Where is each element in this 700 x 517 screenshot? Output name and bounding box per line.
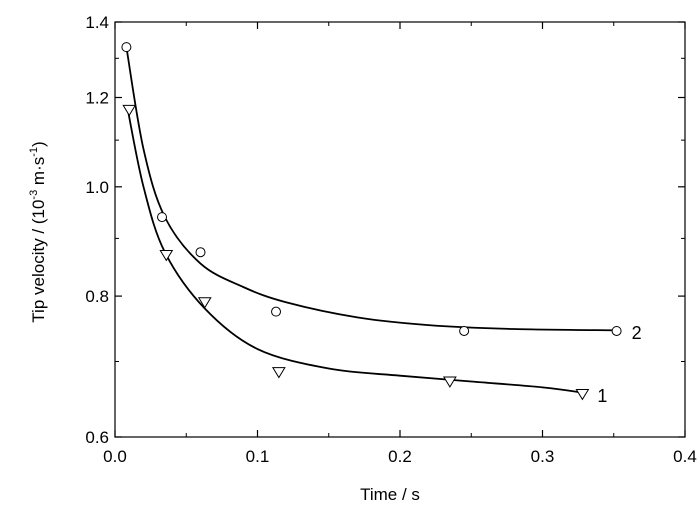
x-tick-label: 0.4	[673, 447, 697, 466]
y-tick-label: 1.2	[85, 89, 109, 108]
series-label-2: 2	[632, 323, 642, 343]
point-series-1	[197, 297, 212, 309]
x-tick-label: 0.0	[103, 447, 127, 466]
fit-curve-series-1	[126, 109, 583, 394]
point-series-1	[575, 389, 590, 401]
x-tick-label: 0.3	[531, 447, 555, 466]
x-axis-title: Time / s	[360, 485, 420, 504]
y-tick-label: 0.8	[85, 287, 109, 306]
x-tick-label: 0.1	[246, 447, 270, 466]
fit-curve-series-2	[125, 46, 617, 332]
point-series-1	[122, 104, 137, 117]
point-series-2	[195, 247, 206, 258]
fit-curves	[125, 46, 617, 394]
y-axis-title: Tip velocity / (10-3 m·s-1)	[28, 141, 48, 322]
point-series-2	[611, 325, 622, 336]
point-series-1	[271, 367, 286, 379]
plot-frame	[114, 21, 686, 438]
tick-labels: 0.0 0.1 0.2 0.3 0.4 0.6 0.8 1.0 1.2 1.4	[85, 13, 696, 466]
point-series-2	[157, 212, 168, 223]
y-tick-label: 1.0	[85, 178, 109, 197]
series-labels: 12	[597, 323, 641, 406]
data-markers	[121, 42, 622, 401]
x-tick-label: 0.2	[388, 447, 412, 466]
axis-ticks	[114, 21, 686, 438]
y-tick-label: 0.6	[85, 428, 109, 447]
point-series-1	[442, 376, 457, 388]
point-series-1	[159, 250, 174, 262]
point-series-2	[271, 306, 282, 317]
point-series-2	[459, 325, 470, 336]
point-series-2	[121, 42, 132, 53]
y-tick-label: 1.4	[85, 13, 109, 32]
series-label-1: 1	[597, 386, 607, 406]
